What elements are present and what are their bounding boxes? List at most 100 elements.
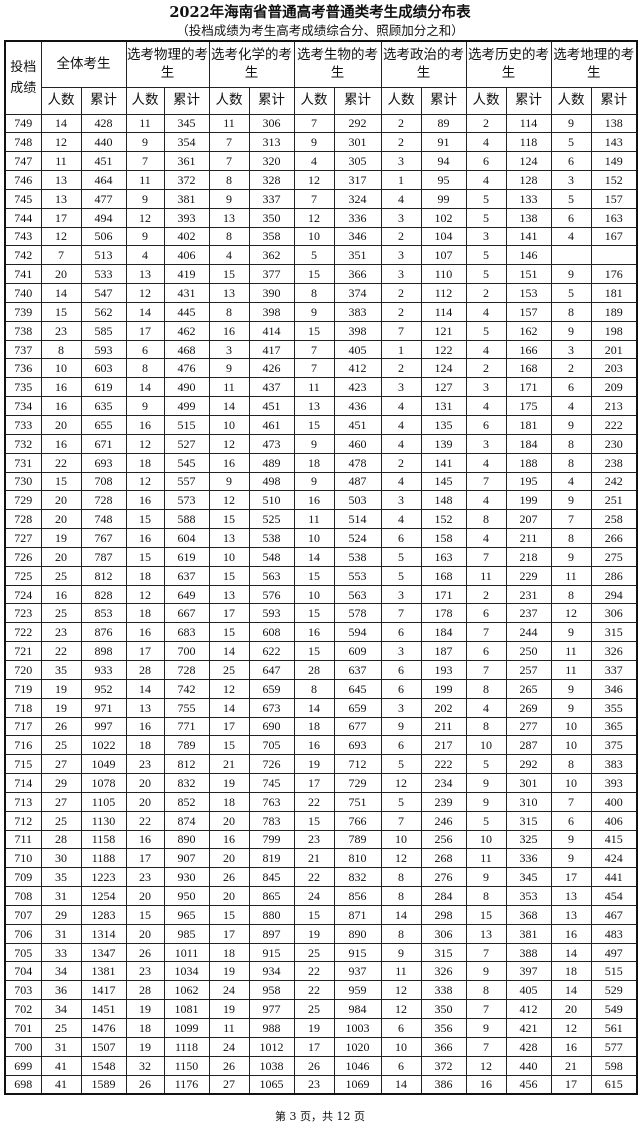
count-cell: 15 — [293, 810, 335, 831]
count-cell: 6 — [550, 151, 592, 172]
cumulative-cell: 988 — [248, 1018, 295, 1038]
table-row: 733 20 655 16 515 10 461 15 451 4 135 6 181 9 222 — [4, 415, 638, 435]
cumulative-cell: 178 — [420, 603, 467, 624]
count-cell: 12 — [380, 999, 422, 1019]
count-cell: 21 — [550, 1055, 592, 1076]
cumulative-cell: 256 — [420, 829, 467, 850]
count-cell: 10 — [550, 773, 592, 793]
cumulative-cell: 915 — [333, 942, 382, 963]
cumulative-cell: 489 — [248, 452, 295, 473]
cumulative-cell: 1011 — [163, 942, 210, 963]
count-cell: 23 — [125, 754, 165, 775]
cumulative-cell: 305 — [333, 151, 382, 172]
table-row: 708 31 1254 20 950 20 865 24 856 8 284 8 353 13 454 — [4, 886, 638, 906]
count-cell: 19 — [293, 754, 335, 775]
count-cell: 16 — [125, 490, 165, 511]
cumulative-cell: 377 — [248, 264, 295, 285]
score-cell: 746 — [4, 170, 42, 190]
count-cell: 24 — [293, 886, 335, 906]
count-cell: 9 — [550, 490, 592, 511]
count-cell: 20 — [208, 810, 250, 831]
count-cell: 5 — [465, 188, 507, 209]
header-cumulative: 累计 — [590, 86, 638, 115]
table-row: 741 20 533 13 419 15 377 15 366 3 110 5 151 9 176 — [4, 264, 638, 285]
count-cell: 20 — [125, 923, 165, 944]
count-cell: 12 — [550, 603, 592, 624]
cumulative-cell: 763 — [248, 791, 295, 812]
score-cell: 701 — [4, 1018, 42, 1038]
count-cell: 11 — [550, 659, 592, 680]
cumulative-cell: 515 — [590, 961, 638, 982]
count-cell: 16 — [125, 716, 165, 737]
cumulative-cell: 89 — [420, 113, 467, 134]
count-cell: 8 — [208, 170, 250, 190]
count-cell: 13 — [208, 528, 250, 548]
count-cell: 4 — [293, 151, 335, 172]
cumulative-cell: 598 — [590, 1055, 638, 1076]
count-cell: 11 — [208, 1018, 250, 1038]
cumulative-cell: 585 — [80, 320, 127, 341]
cumulative-cell: 368 — [505, 904, 552, 925]
cumulative-cell: 345 — [163, 113, 210, 134]
count-cell: 13 — [550, 886, 592, 906]
score-cell: 730 — [4, 471, 42, 492]
score-cell: 735 — [4, 377, 42, 398]
score-cell: 716 — [4, 735, 42, 756]
count-cell: 10 — [208, 415, 250, 435]
cumulative-cell: 386 — [420, 1074, 467, 1095]
cumulative-cell: 362 — [248, 245, 295, 266]
count-cell: 9 — [550, 415, 592, 435]
count-cell: 11 — [293, 509, 335, 530]
cumulative-cell: 337 — [590, 659, 638, 680]
count-cell: 15 — [293, 565, 335, 586]
cumulative-cell: 175 — [505, 396, 552, 416]
cumulative-cell: 324 — [333, 188, 382, 209]
score-cell: 726 — [4, 546, 42, 567]
cumulative-cell: 358 — [248, 226, 295, 247]
count-cell: 7 — [380, 603, 422, 624]
score-cell: 720 — [4, 659, 42, 680]
score-cell: 721 — [4, 641, 42, 661]
count-cell: 13 — [125, 264, 165, 285]
count-cell: 9 — [550, 678, 592, 699]
cumulative-cell: 286 — [590, 565, 638, 586]
count-cell: 9 — [208, 358, 250, 379]
count-cell: 5 — [465, 264, 507, 285]
table-row: 722 23 876 16 683 15 608 16 594 6 184 7 244 9 315 — [4, 622, 638, 643]
count-cell: 24 — [208, 1036, 250, 1057]
cumulative-cell: 336 — [505, 848, 552, 869]
cumulative-cell: 984 — [333, 999, 382, 1019]
cumulative-cell: 400 — [590, 791, 638, 812]
count-cell: 10 — [465, 735, 507, 756]
count-cell: 3 — [380, 207, 422, 228]
cumulative-cell: 748 — [80, 509, 127, 530]
count-cell: 5 — [293, 245, 335, 266]
cumulative-cell: 487 — [333, 471, 382, 492]
count-cell: 11 — [380, 961, 422, 982]
cumulative-cell: 451 — [248, 396, 295, 416]
count-cell: 16 — [125, 528, 165, 548]
cumulative-cell: 561 — [590, 1018, 638, 1038]
cumulative-cell: 1105 — [80, 791, 127, 812]
cumulative-cell: 588 — [163, 509, 210, 530]
count-cell: 8 — [465, 980, 507, 1001]
cumulative-cell: 417 — [248, 339, 295, 360]
cumulative-cell: 301 — [505, 773, 552, 793]
score-cell: 718 — [4, 697, 42, 718]
count-cell: 13 — [465, 923, 507, 944]
cumulative-cell: 157 — [505, 301, 552, 322]
cumulative-cell: 412 — [505, 999, 552, 1019]
score-cell: 700 — [4, 1036, 42, 1057]
count-cell: 14 — [208, 697, 250, 718]
count-cell: 18 — [125, 603, 165, 624]
cumulative-cell: 874 — [163, 810, 210, 831]
cumulative-cell: 933 — [80, 659, 127, 680]
cumulative-cell: 451 — [80, 151, 127, 172]
cumulative-cell: 1099 — [163, 1018, 210, 1038]
cumulative-cell: 897 — [248, 923, 295, 944]
count-cell: 15 — [293, 264, 335, 285]
table-row: 744 17 494 12 393 13 350 12 336 3 102 5 138 6 163 — [4, 207, 638, 228]
cumulative-cell: 1078 — [80, 773, 127, 793]
count-cell: 20 — [208, 848, 250, 869]
cumulative-cell: 176 — [590, 264, 638, 285]
